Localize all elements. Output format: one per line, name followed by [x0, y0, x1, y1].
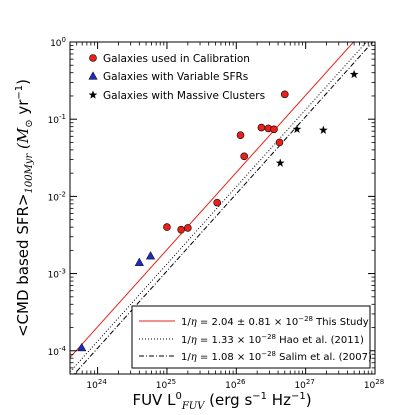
y-tick-label: 10-2 — [48, 190, 66, 203]
fit-line-0 — [70, 42, 355, 358]
data-point-circle — [280, 90, 289, 99]
data-point-triangle — [134, 257, 144, 266]
legend-marker-star — [88, 90, 98, 99]
data-point-star — [349, 69, 359, 79]
legend-markers: Galaxies used in Calibration Galaxies wi… — [88, 53, 265, 102]
x-tick-label: 1024 — [86, 378, 107, 391]
legend-symbol-star — [88, 90, 98, 99]
data-point-circle — [236, 131, 245, 140]
data-point-triangle — [77, 342, 87, 352]
legend-marker-circle — [89, 54, 97, 62]
legend-fit-label-salim: 1/η = 1.08 × 10−28 Salim et al. (2007) — [181, 350, 372, 363]
y-tick-label: 10-1 — [48, 113, 66, 126]
data-point-circle — [275, 138, 284, 147]
legend-symbol-circle — [89, 54, 97, 62]
data-point-star — [275, 158, 285, 167]
legend-fits: 1/η = 2.04 ± 0.81 × 10−28 This Study 1/η… — [131, 305, 372, 369]
legend-entry-variable: Galaxies with Variable SFRs — [88, 71, 248, 83]
data-point-circle — [163, 223, 171, 231]
legend-symbol-triangle — [88, 71, 98, 80]
x-axis-label: FUV L0FUV (erg s−1 Hz−1) — [132, 391, 311, 412]
x-tick-label: 1028 — [364, 378, 384, 391]
fit-line-2 — [73, 42, 374, 374]
axis-ticks: 1024 1025 1026 1027 1028 10-4 10-3 10-2 10-1 100 — [48, 36, 385, 391]
legend-entry-clusters: Galaxies with Massive Clusters — [88, 90, 265, 102]
x-tick-label: 1027 — [294, 378, 314, 391]
y-tick-label: 100 — [50, 36, 66, 49]
data-point-circle — [184, 224, 192, 232]
data-point-circle — [213, 198, 221, 207]
data-point-circle — [177, 225, 185, 234]
x-tick-label: 1026 — [225, 378, 246, 391]
fit-line-1 — [70, 42, 368, 373]
legend-fit-label-hao: 1/η = 1.33 × 10−28 Hao et al. (2011) — [181, 333, 364, 346]
data-point-circle — [270, 125, 278, 134]
fit-lines — [70, 42, 374, 374]
data-point-star — [318, 125, 328, 134]
data-points — [77, 69, 359, 352]
data-point-triangle — [145, 251, 156, 260]
legend-marker-triangle — [88, 71, 98, 80]
legend-fits-box — [131, 305, 371, 369]
x-tick-label: 1025 — [156, 378, 176, 391]
data-point-star — [292, 124, 302, 134]
y-axis-label: <CMD based SFR>100Myr (M⊙ yr−1) — [14, 79, 35, 337]
y-tick-label: 10-4 — [48, 345, 67, 358]
y-tick-label: 10-3 — [48, 268, 66, 281]
legend-label-calibration: Galaxies used in Calibration — [103, 53, 250, 65]
legend-entry-calibration: Galaxies used in Calibration — [89, 53, 250, 65]
data-point-circle — [240, 152, 249, 161]
legend-label-variable: Galaxies with Variable SFRs — [103, 71, 248, 83]
legend-label-clusters: Galaxies with Massive Clusters — [103, 90, 265, 102]
data-point-circle — [257, 123, 266, 132]
legend-fit-label-this-study: 1/η = 2.04 ± 0.81 × 10−28 This Study — [181, 315, 369, 328]
